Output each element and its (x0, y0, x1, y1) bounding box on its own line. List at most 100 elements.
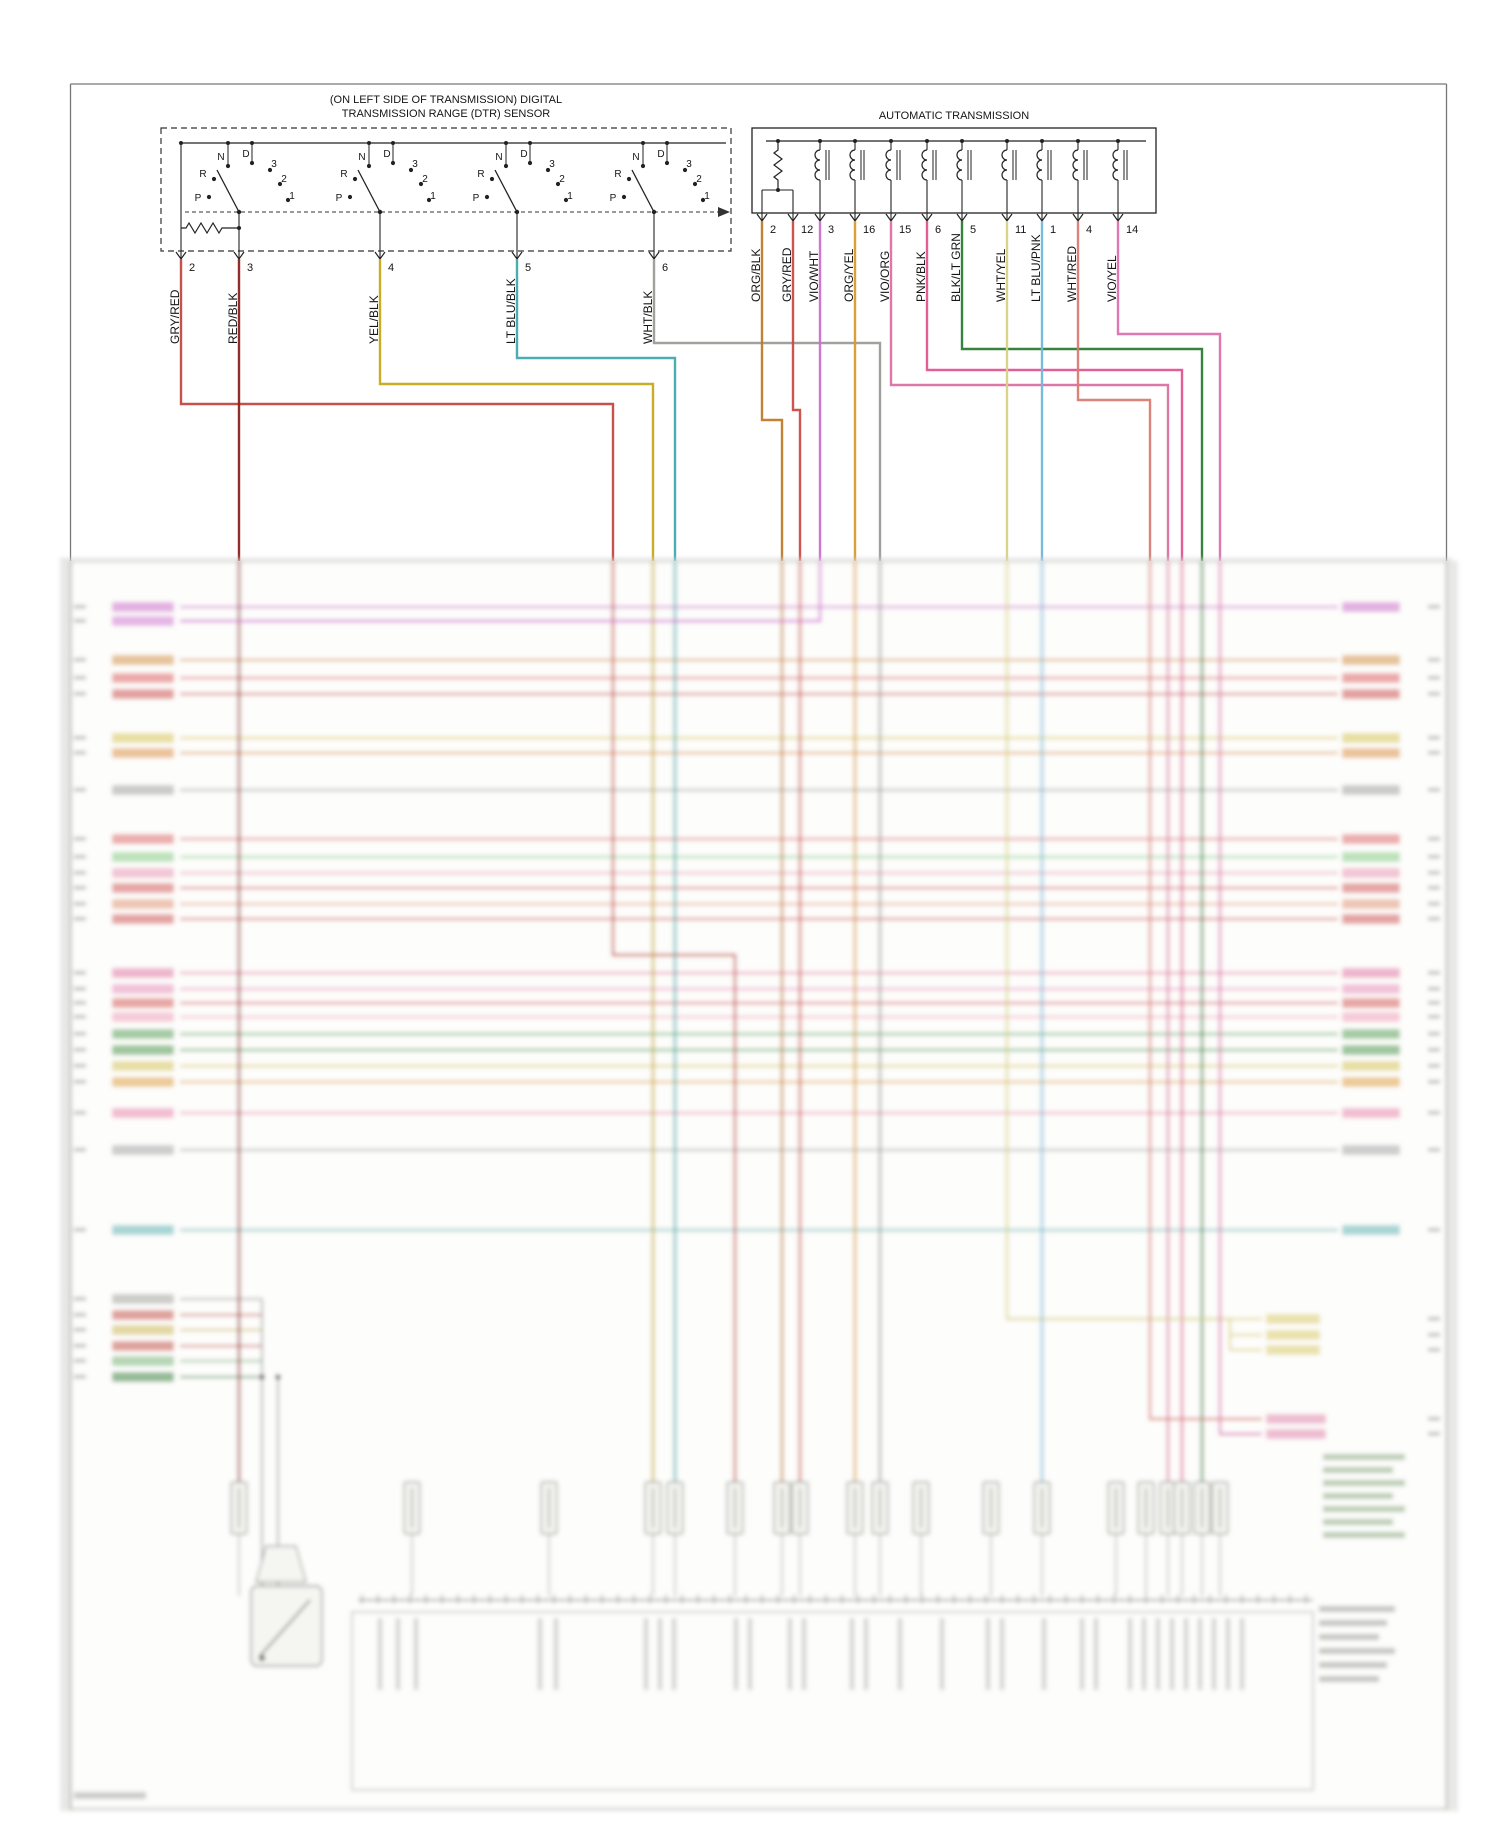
switch-contact-dot (408, 167, 414, 173)
blurred-note-text (1323, 1454, 1405, 1460)
blurred-vertical-label (1142, 1618, 1146, 1690)
blurred-label (1342, 1045, 1400, 1055)
blurred-label (112, 1145, 174, 1155)
switch-contact-dot (692, 181, 698, 187)
wire-color-label: RED/BLK (226, 293, 240, 344)
transmission-box (751, 127, 1157, 214)
gear-position-label: D (520, 149, 527, 160)
gear-position-label: 3 (412, 159, 418, 170)
blurred-label (1266, 1429, 1326, 1439)
gear-position-label: N (217, 152, 224, 163)
blurred-label (1342, 998, 1400, 1008)
blurred-vertical-label (1080, 1618, 1084, 1690)
pin-number: 4 (388, 262, 394, 274)
row-number-mark (74, 658, 86, 662)
row-number-mark (1428, 1417, 1440, 1421)
solenoid-coil (921, 149, 928, 181)
wire-color-label: VIO/YEL (1105, 255, 1119, 302)
transmission-title: AUTOMATIC TRANSMISSION (879, 110, 1029, 122)
switch-contact-dot (277, 181, 283, 187)
switch-contact-dot (545, 167, 551, 173)
blurred-label (112, 984, 174, 994)
switch-contact-dot (527, 160, 533, 166)
blurred-note-text (1323, 1532, 1405, 1538)
blurred-label (112, 616, 174, 626)
row-number-mark (74, 917, 86, 921)
row-number-mark (74, 1148, 86, 1152)
row-number-mark (74, 1001, 86, 1005)
row-number-mark (74, 1064, 86, 1068)
row-number-mark (1428, 676, 1440, 680)
blurred-label (112, 1225, 174, 1235)
gear-position-label: D (657, 149, 664, 160)
blurred-vertical-label (802, 1618, 806, 1690)
wire-color-label: WHT/BLK (641, 291, 655, 344)
gear-position-label: N (632, 152, 639, 163)
switch-contact-dot (640, 163, 646, 169)
row-number-mark (1428, 871, 1440, 875)
blurred-note-text (1319, 1648, 1395, 1654)
blurred-label (1342, 1077, 1400, 1087)
blurred-vertical-label (734, 1618, 738, 1690)
wire-color-label: PNK/BLK (914, 251, 928, 302)
switch-contact-dot (249, 160, 255, 166)
wire (925, 221, 1184, 561)
switch-contact-dot (489, 176, 495, 182)
row-number-mark (1428, 855, 1440, 859)
row-number-mark (74, 1359, 86, 1363)
blurred-vertical-label (672, 1618, 676, 1690)
wire-color-label: GRY/RED (780, 247, 794, 302)
blurred-note-text (1323, 1493, 1393, 1499)
blurred-label (1266, 1330, 1320, 1340)
switch-contact-dot (682, 167, 688, 173)
pin-number: 6 (662, 262, 668, 274)
row-number-mark (1428, 1015, 1440, 1019)
blurred-label (1342, 899, 1400, 909)
gear-position-label: R (340, 169, 347, 180)
row-number-mark (1428, 1064, 1440, 1068)
wire (960, 221, 1204, 561)
blurred-label (1342, 785, 1400, 795)
blurred-label (1342, 689, 1400, 699)
switch-contact-dot (664, 160, 670, 166)
row-number-mark (1428, 886, 1440, 890)
wire (760, 221, 784, 561)
row-number-mark (1428, 1348, 1440, 1352)
blurred-label (1266, 1414, 1326, 1424)
gear-position-label: 2 (696, 174, 702, 185)
blurred-vertical-label (414, 1618, 418, 1690)
blurred-vertical-label (1240, 1618, 1244, 1690)
solenoid-coil (1072, 149, 1079, 181)
blurred-label (112, 689, 174, 699)
gauge-needle (259, 1599, 311, 1657)
blurred-note-text (1319, 1676, 1379, 1682)
row-number-mark (1428, 987, 1440, 991)
wire (889, 221, 1170, 561)
gear-position-label: 2 (559, 174, 565, 185)
blurred-vertical-label (1156, 1618, 1160, 1690)
blurred-vertical-label (644, 1618, 648, 1690)
gear-position-label: 3 (271, 159, 277, 170)
pin-number: 15 (899, 224, 911, 236)
blurred-label (1342, 1029, 1400, 1039)
switch-contact-dot (206, 194, 212, 200)
row-number-mark (74, 692, 86, 696)
blurred-vertical-label (898, 1618, 902, 1690)
row-number-mark (1428, 788, 1440, 792)
row-number-mark (74, 871, 86, 875)
gear-position-label: P (473, 193, 480, 204)
blurred-note-text (1323, 1467, 1393, 1473)
blurred-label (112, 673, 174, 683)
gear-position-label: 2 (422, 174, 428, 185)
wire (791, 221, 802, 561)
row-number-mark (74, 1313, 86, 1317)
blurred-label (112, 1061, 174, 1071)
row-number-mark (74, 971, 86, 975)
row-number-mark (74, 1111, 86, 1115)
row-number-mark (74, 1328, 86, 1332)
gear-position-label: 1 (289, 191, 295, 202)
wire (652, 259, 882, 561)
pin-number: 6 (935, 224, 941, 236)
solenoid-coil (1036, 149, 1043, 181)
